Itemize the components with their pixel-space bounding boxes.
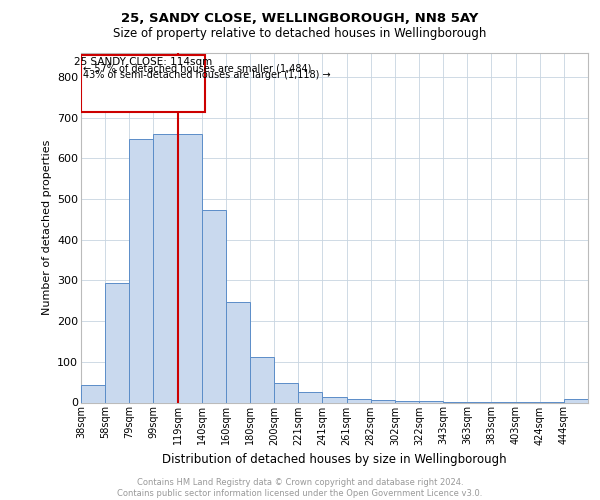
Bar [395,401,419,402]
Bar [322,397,347,402]
Bar [129,139,154,402]
Text: 25 SANDY CLOSE: 114sqm: 25 SANDY CLOSE: 114sqm [74,56,212,66]
Bar [250,356,274,403]
Bar [347,399,371,402]
Text: Contains HM Land Registry data © Crown copyright and database right 2024.
Contai: Contains HM Land Registry data © Crown c… [118,478,482,498]
Y-axis label: Number of detached properties: Number of detached properties [41,140,52,315]
Text: 25, SANDY CLOSE, WELLINGBOROUGH, NN8 5AY: 25, SANDY CLOSE, WELLINGBOROUGH, NN8 5AY [121,12,479,26]
Bar [81,54,205,112]
Bar [274,384,298,402]
Bar [81,386,105,402]
Bar [202,210,226,402]
X-axis label: Distribution of detached houses by size in Wellingborough: Distribution of detached houses by size … [162,453,507,466]
Text: Size of property relative to detached houses in Wellingborough: Size of property relative to detached ho… [113,28,487,40]
Bar [564,399,588,402]
Bar [371,400,395,402]
Bar [298,392,322,402]
Text: 43% of semi-detached houses are larger (1,118) →: 43% of semi-detached houses are larger (… [83,70,331,80]
Bar [178,134,202,402]
Bar [226,302,250,402]
Bar [154,134,178,402]
Text: ← 57% of detached houses are smaller (1,484): ← 57% of detached houses are smaller (1,… [83,64,311,74]
Bar [105,284,129,403]
